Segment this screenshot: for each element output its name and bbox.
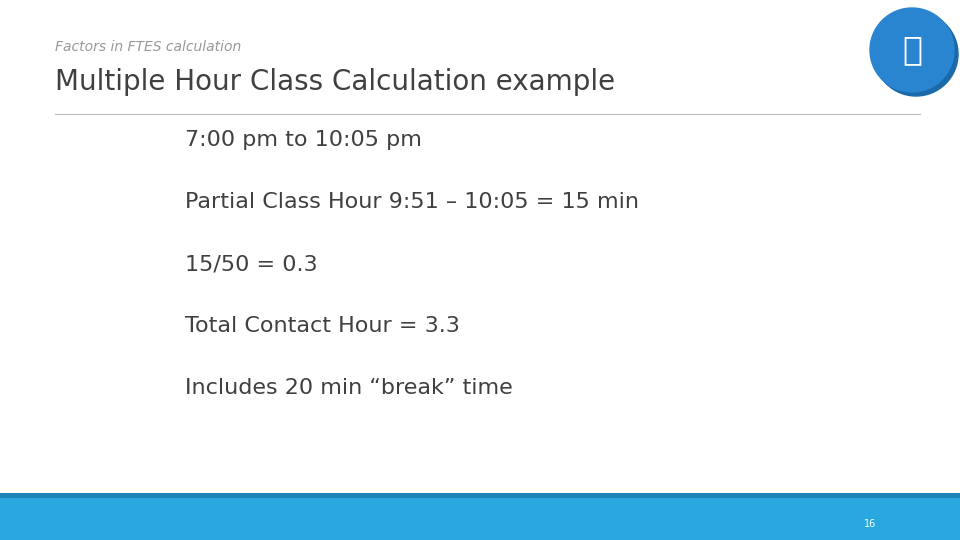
Text: Total Contact Hour = 3.3: Total Contact Hour = 3.3 — [185, 316, 460, 336]
Text: 🔧: 🔧 — [902, 33, 922, 66]
Text: Partial Class Hour 9:51 – 10:05 = 15 min: Partial Class Hour 9:51 – 10:05 = 15 min — [185, 192, 639, 212]
Circle shape — [874, 12, 958, 96]
Text: 15/50 = 0.3: 15/50 = 0.3 — [185, 254, 318, 274]
Text: 16: 16 — [864, 519, 876, 529]
Text: Multiple Hour Class Calculation example: Multiple Hour Class Calculation example — [55, 68, 615, 96]
Text: 7:00 pm to 10:05 pm: 7:00 pm to 10:05 pm — [185, 130, 421, 150]
Bar — [0, 493, 960, 498]
Text: Factors in FTES calculation: Factors in FTES calculation — [55, 40, 241, 54]
Bar — [0, 498, 960, 540]
Text: Includes 20 min “break” time: Includes 20 min “break” time — [185, 378, 513, 398]
Circle shape — [870, 8, 954, 92]
